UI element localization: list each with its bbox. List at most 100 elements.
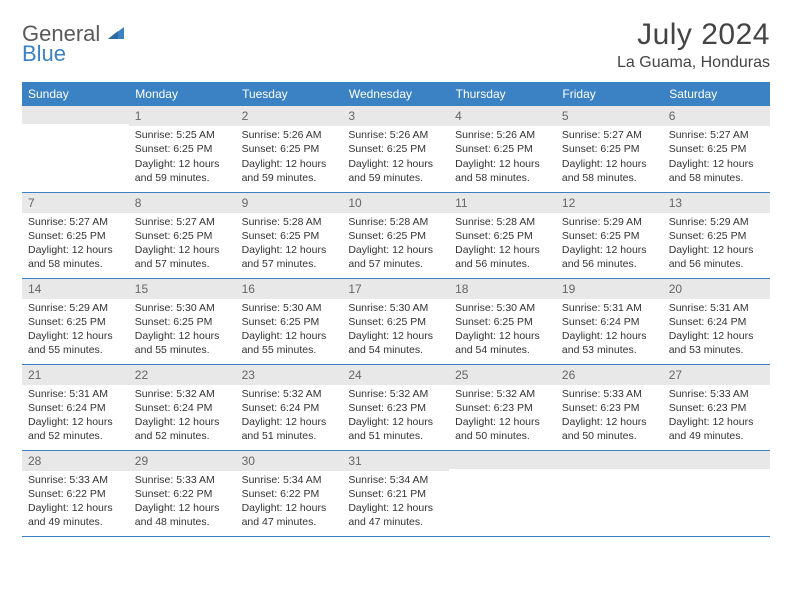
- calendar-day-cell: 23Sunrise: 5:32 AMSunset: 6:24 PMDayligh…: [236, 364, 343, 450]
- page-title: July 2024: [617, 18, 770, 52]
- calendar-day-cell: 22Sunrise: 5:32 AMSunset: 6:24 PMDayligh…: [129, 364, 236, 450]
- calendar-day-cell: 31Sunrise: 5:34 AMSunset: 6:21 PMDayligh…: [342, 450, 449, 536]
- calendar-day-cell: 5Sunrise: 5:27 AMSunset: 6:25 PMDaylight…: [556, 106, 663, 192]
- calendar-day-cell: 2Sunrise: 5:26 AMSunset: 6:25 PMDaylight…: [236, 106, 343, 192]
- day-info: Sunrise: 5:33 AMSunset: 6:23 PMDaylight:…: [669, 387, 764, 444]
- day-info: Sunrise: 5:33 AMSunset: 6:22 PMDaylight:…: [135, 473, 230, 530]
- title-block: July 2024 La Guama, Honduras: [617, 18, 770, 72]
- weekday-header: Tuesday: [236, 82, 343, 106]
- day-info: Sunrise: 5:26 AMSunset: 6:25 PMDaylight:…: [455, 128, 550, 185]
- day-number: 6: [663, 106, 770, 126]
- calendar-day-cell: 24Sunrise: 5:32 AMSunset: 6:23 PMDayligh…: [342, 364, 449, 450]
- day-info: Sunrise: 5:28 AMSunset: 6:25 PMDaylight:…: [348, 215, 443, 272]
- day-number: [663, 451, 770, 469]
- calendar-day-cell: 10Sunrise: 5:28 AMSunset: 6:25 PMDayligh…: [342, 192, 449, 278]
- day-info: Sunrise: 5:27 AMSunset: 6:25 PMDaylight:…: [135, 215, 230, 272]
- day-number: [556, 451, 663, 469]
- weekday-header: Wednesday: [342, 82, 449, 106]
- calendar-week-row: 28Sunrise: 5:33 AMSunset: 6:22 PMDayligh…: [22, 450, 770, 536]
- calendar-day-cell: 4Sunrise: 5:26 AMSunset: 6:25 PMDaylight…: [449, 106, 556, 192]
- day-number: 15: [129, 279, 236, 299]
- day-info: Sunrise: 5:27 AMSunset: 6:25 PMDaylight:…: [562, 128, 657, 185]
- calendar-day-cell: 26Sunrise: 5:33 AMSunset: 6:23 PMDayligh…: [556, 364, 663, 450]
- calendar-day-cell: 28Sunrise: 5:33 AMSunset: 6:22 PMDayligh…: [22, 450, 129, 536]
- calendar-day-cell: 30Sunrise: 5:34 AMSunset: 6:22 PMDayligh…: [236, 450, 343, 536]
- day-number: 13: [663, 193, 770, 213]
- calendar-day-cell: 14Sunrise: 5:29 AMSunset: 6:25 PMDayligh…: [22, 278, 129, 364]
- calendar-day-cell: 6Sunrise: 5:27 AMSunset: 6:25 PMDaylight…: [663, 106, 770, 192]
- calendar-day-cell: 9Sunrise: 5:28 AMSunset: 6:25 PMDaylight…: [236, 192, 343, 278]
- day-number: 24: [342, 365, 449, 385]
- calendar-week-row: 14Sunrise: 5:29 AMSunset: 6:25 PMDayligh…: [22, 278, 770, 364]
- day-number: 30: [236, 451, 343, 471]
- weekday-header: Monday: [129, 82, 236, 106]
- day-info: Sunrise: 5:29 AMSunset: 6:25 PMDaylight:…: [669, 215, 764, 272]
- day-info: Sunrise: 5:27 AMSunset: 6:25 PMDaylight:…: [28, 215, 123, 272]
- day-number: 8: [129, 193, 236, 213]
- day-info: Sunrise: 5:30 AMSunset: 6:25 PMDaylight:…: [135, 301, 230, 358]
- calendar-day-cell: 17Sunrise: 5:30 AMSunset: 6:25 PMDayligh…: [342, 278, 449, 364]
- day-number: 19: [556, 279, 663, 299]
- day-info: Sunrise: 5:32 AMSunset: 6:23 PMDaylight:…: [455, 387, 550, 444]
- day-info: Sunrise: 5:28 AMSunset: 6:25 PMDaylight:…: [455, 215, 550, 272]
- calendar-week-row: 21Sunrise: 5:31 AMSunset: 6:24 PMDayligh…: [22, 364, 770, 450]
- day-number: 31: [342, 451, 449, 471]
- calendar-day-cell: 15Sunrise: 5:30 AMSunset: 6:25 PMDayligh…: [129, 278, 236, 364]
- weekday-header: Friday: [556, 82, 663, 106]
- logo: General Blue: [22, 24, 126, 64]
- calendar-day-cell: [449, 450, 556, 536]
- day-info: Sunrise: 5:34 AMSunset: 6:21 PMDaylight:…: [348, 473, 443, 530]
- day-number: 3: [342, 106, 449, 126]
- calendar-day-cell: 18Sunrise: 5:30 AMSunset: 6:25 PMDayligh…: [449, 278, 556, 364]
- weekday-header: Thursday: [449, 82, 556, 106]
- calendar-table: SundayMondayTuesdayWednesdayThursdayFrid…: [22, 82, 770, 537]
- calendar-week-row: 1Sunrise: 5:25 AMSunset: 6:25 PMDaylight…: [22, 106, 770, 192]
- day-number: 9: [236, 193, 343, 213]
- day-number: 5: [556, 106, 663, 126]
- day-info: Sunrise: 5:34 AMSunset: 6:22 PMDaylight:…: [242, 473, 337, 530]
- calendar-day-cell: 13Sunrise: 5:29 AMSunset: 6:25 PMDayligh…: [663, 192, 770, 278]
- day-info: Sunrise: 5:33 AMSunset: 6:23 PMDaylight:…: [562, 387, 657, 444]
- header: General Blue July 2024 La Guama, Hondura…: [22, 18, 770, 72]
- calendar-day-cell: 11Sunrise: 5:28 AMSunset: 6:25 PMDayligh…: [449, 192, 556, 278]
- calendar-day-cell: [556, 450, 663, 536]
- day-info: Sunrise: 5:25 AMSunset: 6:25 PMDaylight:…: [135, 128, 230, 185]
- day-info: Sunrise: 5:27 AMSunset: 6:25 PMDaylight:…: [669, 128, 764, 185]
- calendar-day-cell: 25Sunrise: 5:32 AMSunset: 6:23 PMDayligh…: [449, 364, 556, 450]
- calendar-day-cell: [663, 450, 770, 536]
- day-number: 20: [663, 279, 770, 299]
- day-number: 26: [556, 365, 663, 385]
- logo-word2: Blue: [22, 41, 66, 66]
- calendar-week-row: 7Sunrise: 5:27 AMSunset: 6:25 PMDaylight…: [22, 192, 770, 278]
- logo-sail-icon: [106, 24, 126, 44]
- calendar-day-cell: 16Sunrise: 5:30 AMSunset: 6:25 PMDayligh…: [236, 278, 343, 364]
- day-info: Sunrise: 5:30 AMSunset: 6:25 PMDaylight:…: [455, 301, 550, 358]
- day-number: [449, 451, 556, 469]
- day-info: Sunrise: 5:32 AMSunset: 6:23 PMDaylight:…: [348, 387, 443, 444]
- day-info: Sunrise: 5:33 AMSunset: 6:22 PMDaylight:…: [28, 473, 123, 530]
- day-number: 17: [342, 279, 449, 299]
- day-number: 27: [663, 365, 770, 385]
- calendar-body: 1Sunrise: 5:25 AMSunset: 6:25 PMDaylight…: [22, 106, 770, 536]
- logo-text: General Blue: [22, 24, 126, 64]
- day-number: 10: [342, 193, 449, 213]
- location-label: La Guama, Honduras: [617, 54, 770, 72]
- weekday-header: Saturday: [663, 82, 770, 106]
- calendar-day-cell: 21Sunrise: 5:31 AMSunset: 6:24 PMDayligh…: [22, 364, 129, 450]
- day-number: 12: [556, 193, 663, 213]
- day-number: 22: [129, 365, 236, 385]
- day-number: 25: [449, 365, 556, 385]
- day-info: Sunrise: 5:31 AMSunset: 6:24 PMDaylight:…: [28, 387, 123, 444]
- day-number: 16: [236, 279, 343, 299]
- day-number: [22, 106, 129, 124]
- day-info: Sunrise: 5:28 AMSunset: 6:25 PMDaylight:…: [242, 215, 337, 272]
- day-info: Sunrise: 5:31 AMSunset: 6:24 PMDaylight:…: [669, 301, 764, 358]
- day-info: Sunrise: 5:30 AMSunset: 6:25 PMDaylight:…: [242, 301, 337, 358]
- day-number: 11: [449, 193, 556, 213]
- day-number: 7: [22, 193, 129, 213]
- day-info: Sunrise: 5:26 AMSunset: 6:25 PMDaylight:…: [348, 128, 443, 185]
- day-info: Sunrise: 5:26 AMSunset: 6:25 PMDaylight:…: [242, 128, 337, 185]
- day-info: Sunrise: 5:29 AMSunset: 6:25 PMDaylight:…: [562, 215, 657, 272]
- day-number: 28: [22, 451, 129, 471]
- weekday-header: Sunday: [22, 82, 129, 106]
